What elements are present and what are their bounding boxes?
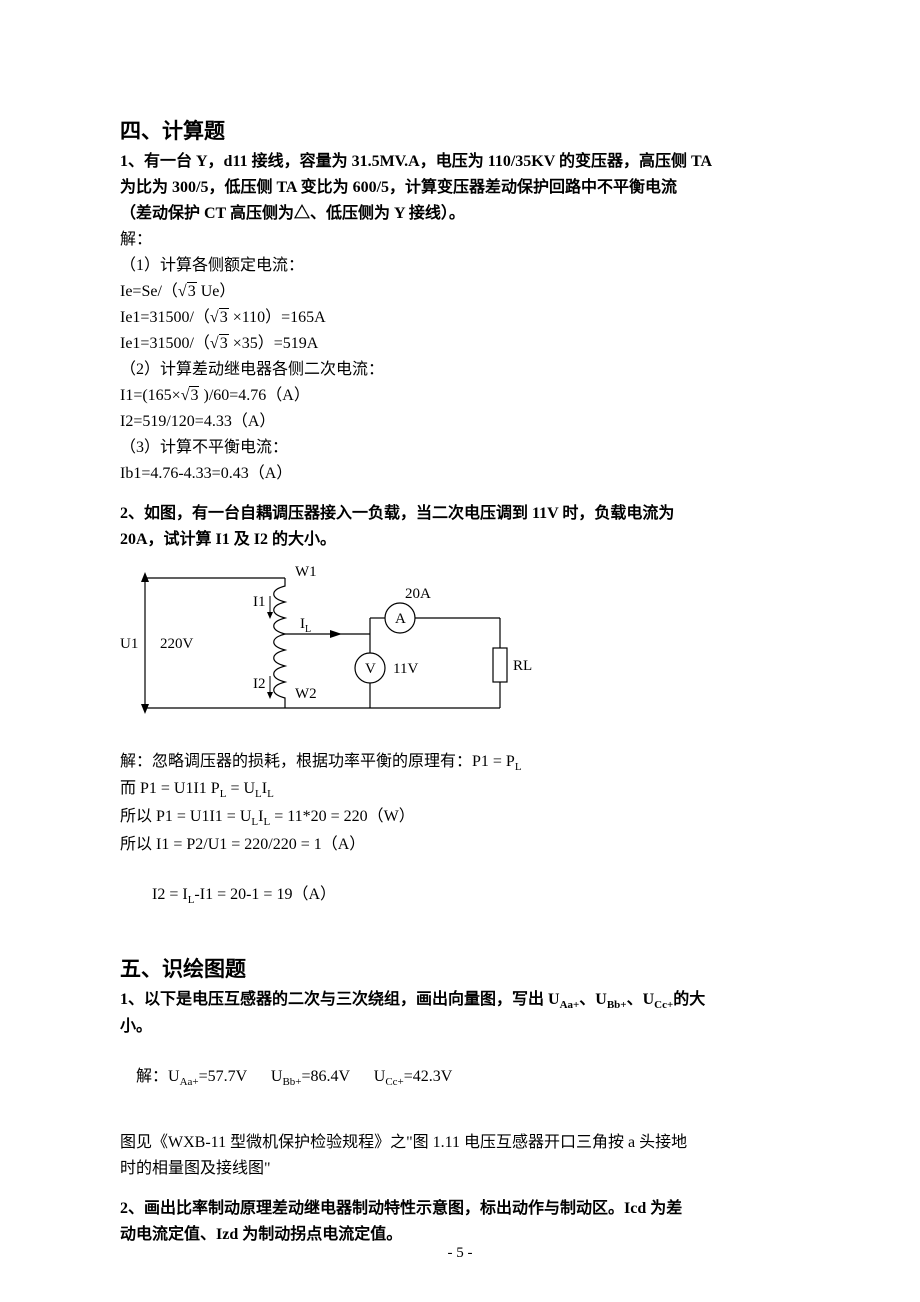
s4q2-line2: 20A，试计算 I1 及 I2 的大小。 (120, 528, 800, 552)
s5q2-line1: 2、画出比率制动原理差动继电器制动特性示意图，标出动作与制动区。Icd 为差 (120, 1197, 800, 1221)
s5q1-ref1: 图见《WXB-11 型微机保护检验规程》之"图 1.11 电压互感器开口三角按 … (120, 1131, 800, 1155)
s4q1-line3: （差动保护 CT 高压侧为△、低压侧为 Y 接线）。 (120, 202, 800, 226)
s4q1-step2: （2）计算差动继电器各侧二次电流： (120, 358, 800, 382)
i1-pre: I1=(165× (120, 387, 181, 404)
lbl-I1: I1 (253, 594, 266, 610)
ie-post: Ue） (197, 283, 236, 300)
s4q1-ie2: Ie1=31500/（√3 ×35）=519A (120, 332, 800, 356)
lbl-U1: U1 (120, 636, 138, 652)
s4q1-ie-formula: Ie=Se/（√3 Ue） (120, 280, 800, 304)
ie2-pre: Ie1=31500/（ (120, 335, 210, 352)
s5q1-ref2: 时的相量图及接线图" (120, 1157, 800, 1181)
s4q2-sol5: I2 = IL-I1 = 20-1 = 19（A） (120, 859, 800, 933)
s4q1-i2: I2=519/120=4.33（A） (120, 410, 800, 434)
ammeter-label: A (395, 611, 406, 627)
s5q1-ans: 解：UAa+=57.7V UBb+=86.4V UCc+=42.3V (120, 1041, 800, 1115)
lbl-20A: 20A (405, 586, 431, 602)
s4q1-i1: I1=(165×√3 )/60=4.76（A） (120, 384, 800, 408)
sqrt-icon: √3 (210, 334, 229, 352)
lbl-W1: W1 (295, 564, 317, 580)
sqrt-icon: √3 (181, 386, 200, 404)
s4q1-ie1: Ie1=31500/（√3 ×110）=165A (120, 306, 800, 330)
s4q1-line2: 为比为 300/5，低压侧 TA 变比为 600/5，计算变压器差动保护回路中不… (120, 176, 800, 200)
page-number: - 5 - (0, 1242, 920, 1265)
s5q1-line1: 1、以下是电压互感器的二次与三次绕组，画出向量图，写出 UAa+、UBb+、UC… (120, 988, 800, 1014)
s4q1-ib1: Ib1=4.76-4.33=0.43（A） (120, 462, 800, 486)
s4q1-step1: （1）计算各侧额定电流： (120, 254, 800, 278)
lbl-11V: 11V (393, 661, 418, 677)
ie2-mid: ×35）=519A (229, 335, 319, 352)
lbl-RL: RL (513, 658, 532, 674)
s4q2-sol1: 解：忽略调压器的损耗，根据功率平衡的原理有：P1 = PL (120, 750, 800, 776)
s4q1-line1: 1、有一台 Y，d11 接线，容量为 31.5MV.A，电压为 110/35KV… (120, 150, 800, 174)
sqrt-icon: √3 (178, 282, 197, 300)
section5-title: 五、识绘图题 (120, 954, 800, 986)
s4q2-line1: 2、如图，有一台自耦调压器接入一负载，当二次电压调到 11V 时，负载电流为 (120, 502, 800, 526)
ie1-pre: Ie1=31500/（ (120, 309, 210, 326)
i1-post: )/60=4.76（A） (199, 387, 309, 404)
lbl-220V: 220V (160, 636, 194, 652)
circuit-diagram: U1 220V W1 W2 I1 I2 IL (120, 558, 800, 736)
ie-pre: Ie=Se/（ (120, 283, 178, 300)
voltmeter-label: V (365, 661, 376, 677)
s4q2-sol2: 而 P1 = U1I1 PL = ULIL (120, 777, 800, 803)
s4q2-sol4: 所以 I1 = P2/U1 = 220/220 = 1（A） (120, 833, 800, 857)
s4q1-sol-label: 解： (120, 228, 800, 252)
s4q1-step3: （3）计算不平衡电流： (120, 436, 800, 460)
s4q2-sol3: 所以 P1 = U1I1 = ULIL = 11*20 = 220（W） (120, 805, 800, 831)
ie1-mid: ×110）=165A (229, 309, 326, 326)
page: 四、计算题 1、有一台 Y，d11 接线，容量为 31.5MV.A，电压为 11… (0, 0, 920, 1302)
lbl-IL: IL (300, 616, 311, 635)
s5q1-line2: 小。 (120, 1015, 800, 1039)
lbl-W2: W2 (295, 686, 317, 702)
section4-title: 四、计算题 (120, 116, 800, 148)
lbl-I2: I2 (253, 676, 266, 692)
sqrt-icon: √3 (210, 308, 229, 326)
